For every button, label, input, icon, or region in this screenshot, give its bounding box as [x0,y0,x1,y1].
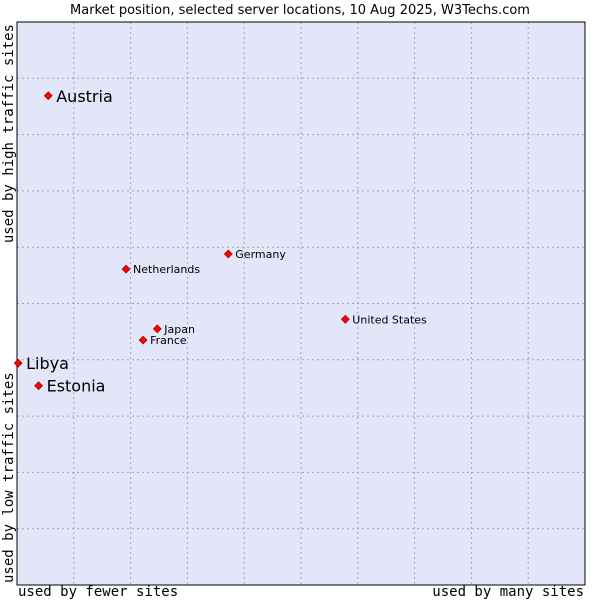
point-germany: Germany [223,248,286,261]
chart-title: Market position, selected server locatio… [70,3,530,18]
point-estonia: Estonia [34,377,106,396]
plot-frame [16,21,586,586]
point-marker [121,264,131,274]
point-united-states: United States [340,313,427,326]
point-label: Libya [26,354,69,373]
point-label: France [150,334,187,347]
x-axis-label-left: used by fewer sites [18,584,178,600]
point-japan: Japan [152,323,195,336]
data-points: Austria Germany Netherlands United States Ja… [13,87,427,396]
point-label: Austria [56,87,113,106]
grid-lines [17,22,585,585]
point-label: Netherlands [133,263,200,276]
point-marker [340,314,350,324]
point-libya: Libya [13,354,69,373]
point-marker [34,381,44,391]
point-label: United States [352,313,427,326]
point-label: Germany [235,248,286,261]
point-marker [223,249,233,259]
point-netherlands: Netherlands [121,263,200,276]
point-austria: Austria [43,87,113,106]
point-marker [152,324,162,334]
point-marker [138,335,148,345]
y-axis-label-bottom: used by low traffic sites [1,372,17,583]
x-axis-label-right: used by many sites [432,584,584,600]
point-label: Estonia [47,377,106,396]
point-france: France [138,334,187,347]
point-marker [43,91,53,101]
point-marker [13,358,23,368]
y-axis-label-top: used by high traffic sites [1,24,17,243]
point-label: Japan [163,323,195,336]
